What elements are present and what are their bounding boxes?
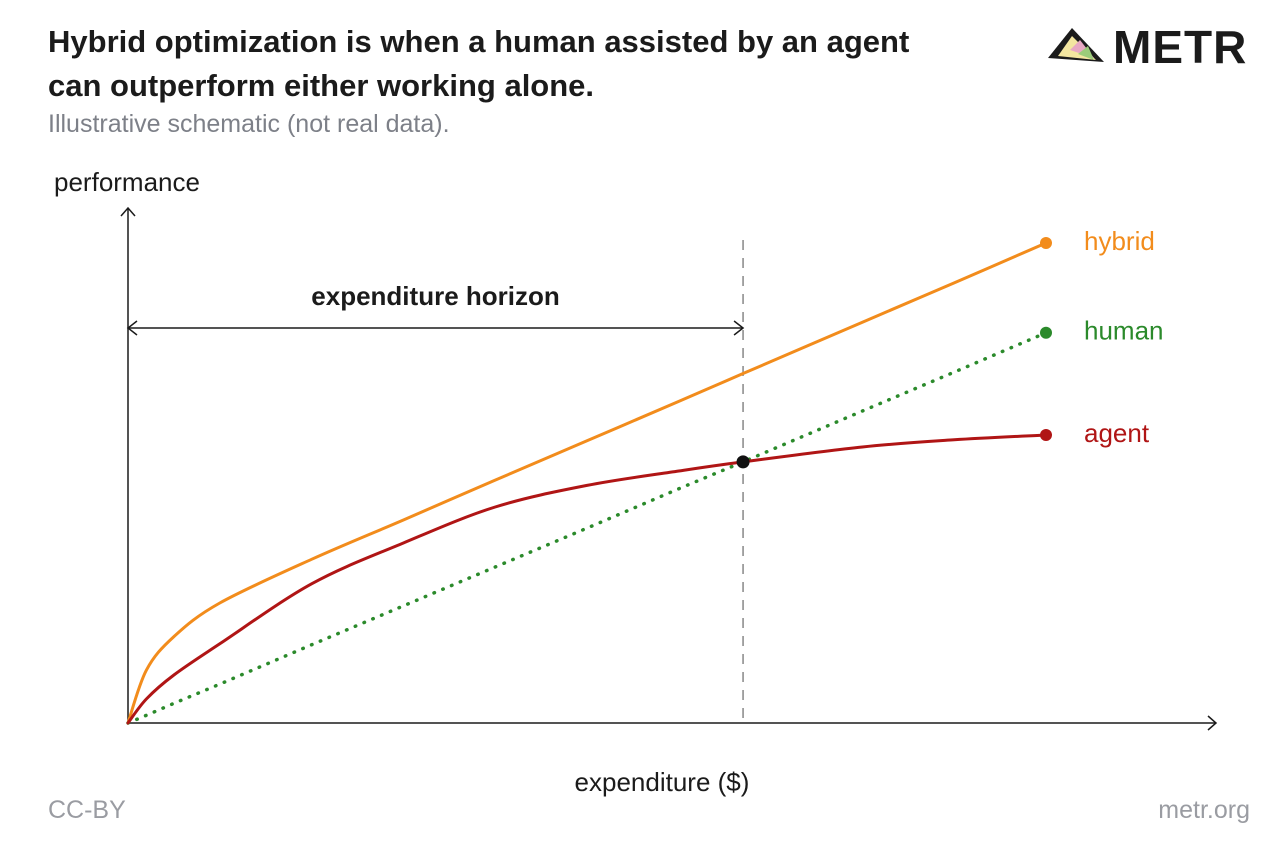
- chart-subtitle: Illustrative schematic (not real data).: [48, 110, 450, 138]
- series-label: agent: [1084, 418, 1150, 448]
- crossing-point: [736, 455, 750, 469]
- end-marker: [1040, 237, 1052, 249]
- logo-icon: [1048, 28, 1104, 62]
- arrow-head: [733, 320, 745, 336]
- x-axis-label: expenditure ($): [575, 767, 750, 797]
- chart-title: Hybrid optimization is when a human assi…: [48, 24, 910, 103]
- arrow-head: [126, 320, 138, 336]
- end-marker: [1040, 326, 1052, 339]
- series-line: [126, 433, 1048, 725]
- y-axis-label: performance: [54, 167, 200, 197]
- end-marker: [1040, 429, 1052, 441]
- site-url: metr.org: [1158, 796, 1250, 824]
- axes: [120, 206, 1218, 731]
- license: CC-BY: [48, 796, 126, 824]
- logo: METR: [1113, 21, 1248, 73]
- series-line: [126, 331, 1048, 725]
- series-label: human: [1084, 316, 1164, 346]
- series-line: [126, 241, 1048, 725]
- series-label: hybrid: [1084, 226, 1155, 256]
- annotation-label: expenditure horizon: [311, 281, 559, 311]
